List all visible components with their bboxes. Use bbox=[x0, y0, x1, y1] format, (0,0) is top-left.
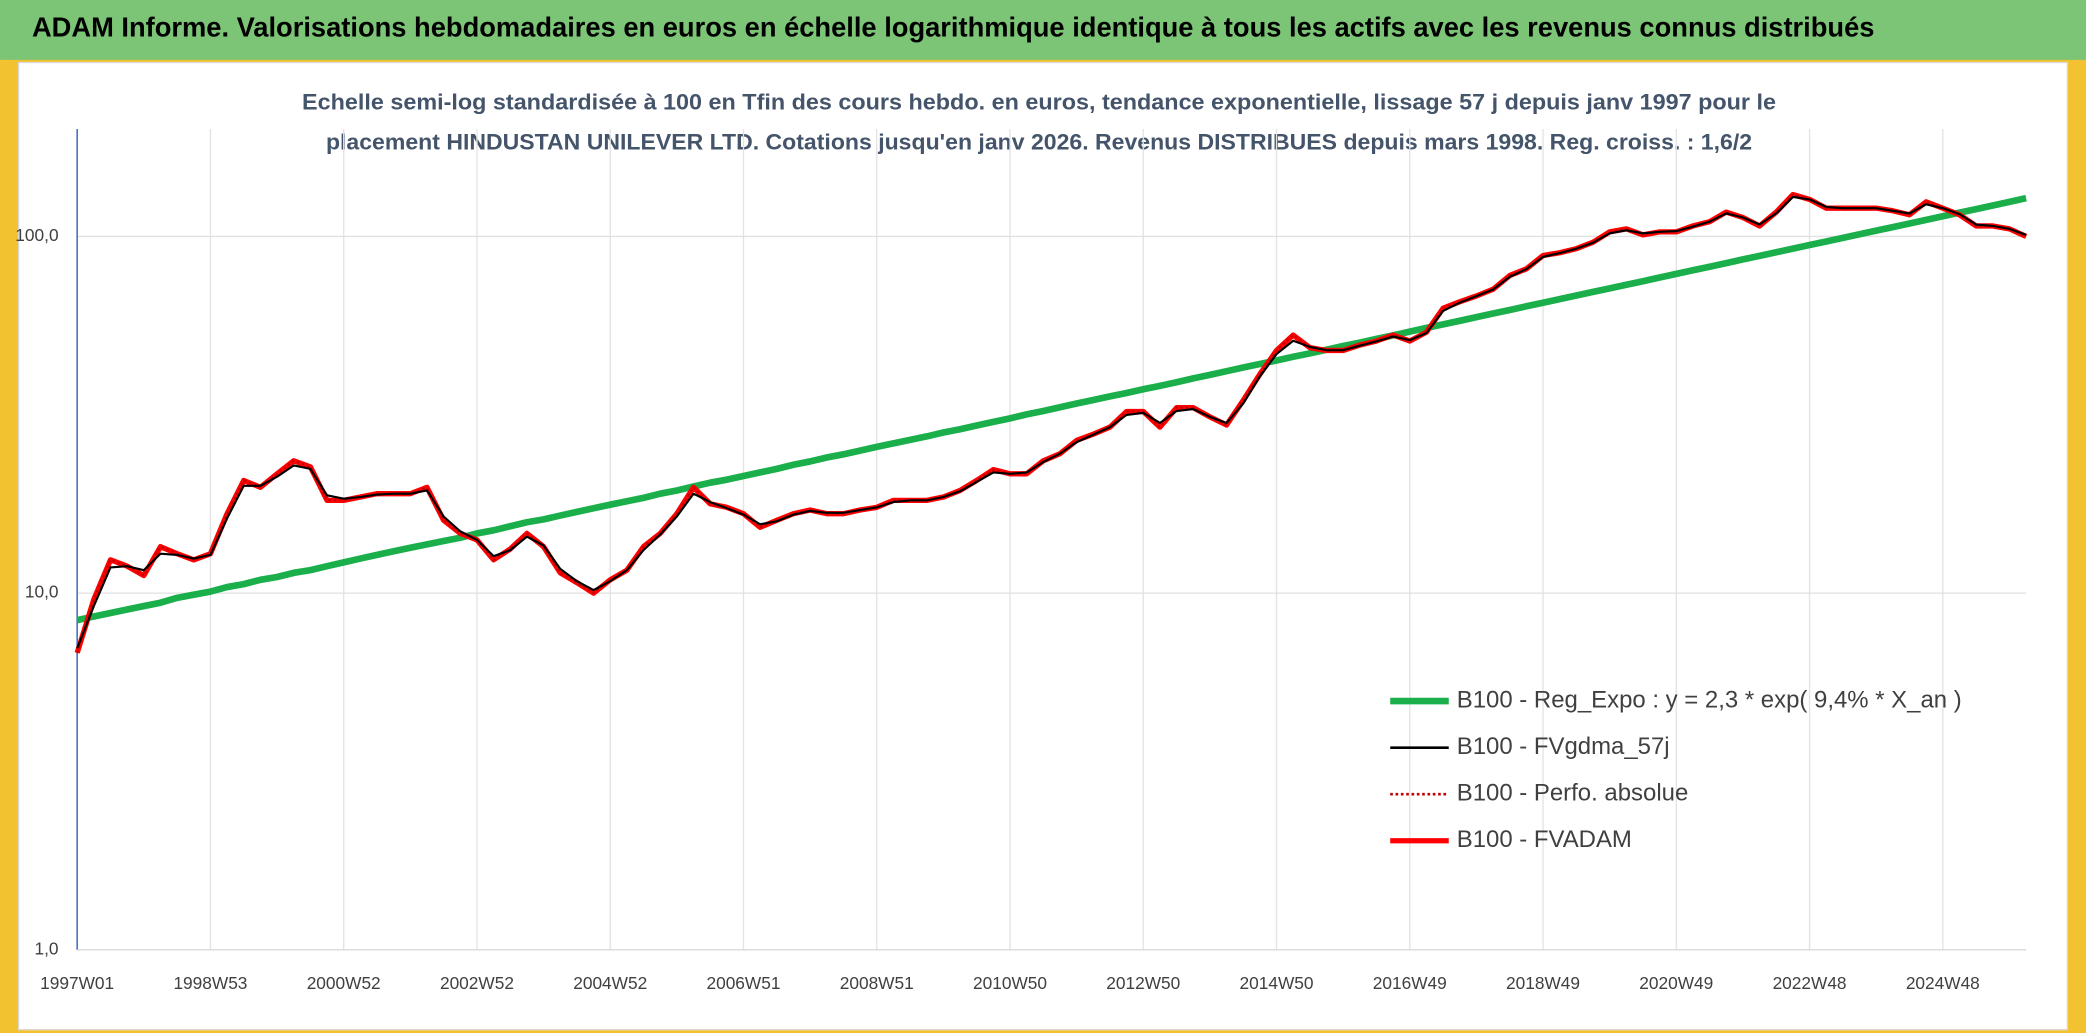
x-tick-label: 1997W01 bbox=[40, 973, 114, 993]
x-tick-label: 2002W52 bbox=[440, 973, 514, 993]
x-tick-label: 2004W52 bbox=[573, 973, 647, 993]
chart-title: placement HINDUSTAN UNILEVER LTD. Cotati… bbox=[326, 130, 1752, 155]
x-tick-label: 2020W49 bbox=[1639, 973, 1713, 993]
y-tick-label: 1,0 bbox=[35, 938, 59, 958]
legend-label: B100 - Reg_Expo : y = 2,3 * exp( 9,4% * … bbox=[1457, 686, 1962, 713]
x-tick-label: 2018W49 bbox=[1506, 973, 1580, 993]
chart-background bbox=[17, 61, 2069, 1031]
x-tick-label: 1998W53 bbox=[173, 973, 247, 993]
series-line bbox=[76, 194, 2027, 624]
legend-label: B100 - FVADAM bbox=[1457, 826, 1632, 853]
x-tick-label: 2012W50 bbox=[1106, 973, 1180, 993]
x-tick-label: 2006W51 bbox=[706, 973, 780, 993]
x-tick-label: 2000W52 bbox=[307, 973, 381, 993]
x-tick-label: 2014W50 bbox=[1240, 973, 1314, 993]
legend-label: B100 - Perfo. absolue bbox=[1457, 780, 1689, 807]
y-tick-label: 10,0 bbox=[25, 582, 59, 602]
header-bar bbox=[0, 0, 2086, 60]
y-tick-label: 100,0 bbox=[15, 225, 58, 245]
x-tick-label: 2024W48 bbox=[1906, 973, 1980, 993]
heading: ADAM Informe. Valorisations hebdomadaire… bbox=[32, 12, 1875, 43]
chart-title: Echelle semi-log standardisée à 100 en T… bbox=[302, 90, 1776, 115]
x-tick-label: 2010W50 bbox=[973, 973, 1047, 993]
series-line bbox=[76, 195, 2027, 649]
legend-label: B100 - FVgdma_57j bbox=[1457, 733, 1670, 760]
x-tick-label: 2016W49 bbox=[1373, 973, 1447, 993]
x-tick-label: 2008W51 bbox=[840, 973, 914, 993]
x-tick-label: 2022W48 bbox=[1773, 973, 1847, 993]
